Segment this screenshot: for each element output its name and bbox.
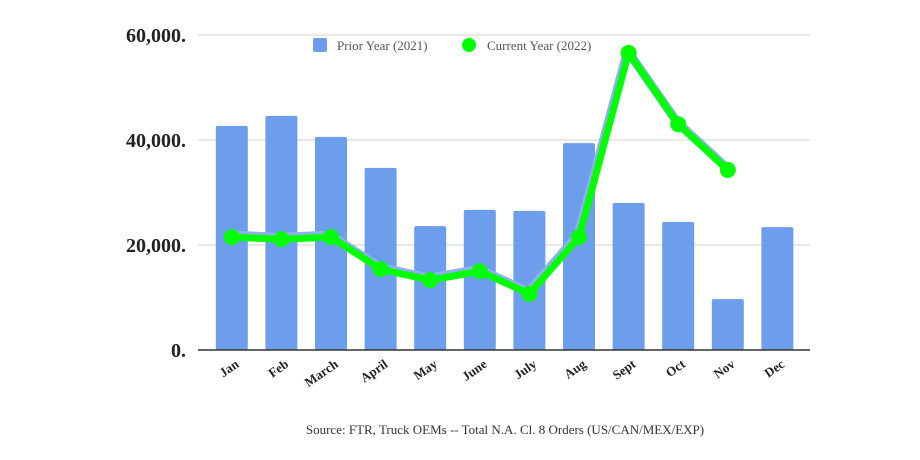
legend: Prior Year (2021) Current Year (2022) <box>313 38 591 53</box>
point-sept <box>620 44 637 61</box>
x-tick-label: March <box>302 356 342 390</box>
y-tick-label: 40,000. <box>126 130 186 152</box>
bar-sept <box>612 203 645 350</box>
legend-swatch-current-year <box>462 38 476 52</box>
x-tick-label: April <box>357 356 390 385</box>
x-tick-label: Sept <box>610 356 639 383</box>
x-tick-label: July <box>511 356 540 382</box>
legend-swatch-prior-year <box>313 38 327 52</box>
bar-nov <box>711 299 744 350</box>
current-year-line <box>223 44 736 302</box>
x-tick-label: Dec <box>761 356 787 380</box>
point-may <box>422 272 439 289</box>
x-tick-label: Feb <box>265 356 291 380</box>
legend-label-prior-year: Prior Year (2021) <box>337 38 428 53</box>
point-jan <box>223 229 240 246</box>
x-tick-label: May <box>411 356 441 383</box>
point-june <box>471 263 488 280</box>
point-april <box>372 261 389 278</box>
point-nov <box>719 161 736 178</box>
x-axis-ticks: Jan Feb March April May June July Aug Sept Oct Nov… <box>216 356 787 390</box>
y-tick-label: 0. <box>171 340 186 362</box>
gridlines <box>198 34 810 246</box>
bar-june <box>463 209 496 350</box>
point-march <box>323 229 339 246</box>
point-feb <box>273 231 290 248</box>
point-aug <box>571 229 587 246</box>
point-july <box>521 285 538 302</box>
y-tick-label: 20,000. <box>126 235 186 257</box>
x-tick-label: Oct <box>663 356 689 380</box>
bars <box>215 115 794 350</box>
x-tick-label: Nov <box>711 356 738 381</box>
bar-april <box>364 167 397 350</box>
chart-source: Source: FTR, Truck OEMs -- Total N.A. Cl… <box>306 422 704 437</box>
bar-july <box>513 210 546 350</box>
x-tick-label: Aug <box>561 356 589 382</box>
x-tick-label: June <box>459 356 490 384</box>
y-axis-ticks: 0. 20,000. 40,000. 60,000. <box>126 25 186 362</box>
y-tick-label: 60,000. <box>126 25 186 47</box>
x-tick-label: Jan <box>216 356 242 380</box>
legend-label-current-year: Current Year (2022) <box>487 38 591 53</box>
bar-oct <box>662 221 695 350</box>
point-oct <box>670 116 687 133</box>
bar-dec <box>761 227 794 350</box>
